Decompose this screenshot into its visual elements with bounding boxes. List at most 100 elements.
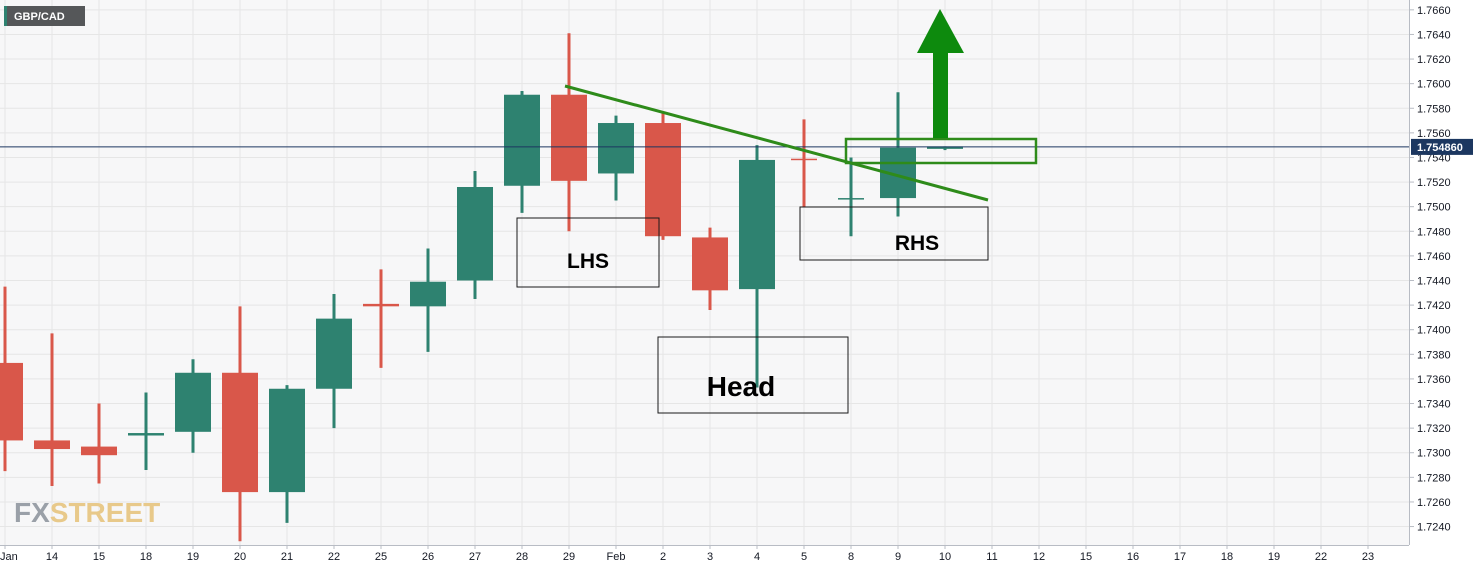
time-tick-label: Feb (607, 551, 626, 563)
price-tick-label: 1.7580 (1417, 103, 1451, 115)
watermark-street: STREET (50, 497, 160, 528)
candle-body (34, 440, 70, 450)
candle-body (269, 388, 305, 493)
candle-body (410, 281, 446, 307)
price-tick-label: 1.7500 (1417, 202, 1451, 214)
annotation-box-rhs (799, 206, 989, 261)
time-tick-label: 8 (848, 551, 854, 563)
candle-body (81, 446, 117, 456)
candle[interactable] (222, 306, 258, 542)
symbol-label-bg (4, 6, 85, 26)
price-tick-label: 1.7480 (1417, 226, 1451, 238)
time-tick-label: 5 (801, 551, 807, 563)
candle[interactable] (838, 157, 864, 237)
price-tick-label: 1.7660 (1417, 5, 1451, 17)
candle-body (645, 123, 681, 237)
candle[interactable] (791, 119, 817, 207)
breakout-arrow-shaft (933, 52, 948, 138)
candle-body (504, 94, 540, 186)
price-tick-label: 1.7440 (1417, 275, 1451, 287)
candle[interactable] (81, 403, 117, 484)
price-tick-label: 1.7420 (1417, 300, 1451, 312)
time-tick-label: 18 (1221, 551, 1233, 563)
candle[interactable] (128, 392, 164, 470)
watermark-fx: FX (14, 497, 50, 528)
annotation-rhs: RHS (799, 206, 989, 261)
annotation-label-head: Head (707, 371, 775, 402)
candle-body (692, 237, 728, 291)
candle-body (838, 198, 864, 200)
candle-body (0, 362, 23, 441)
time-tick-label: 19 (187, 551, 199, 563)
breakout-arrow-head (917, 9, 964, 53)
watermark-text: FXSTREET (14, 497, 160, 528)
neckline-trendline (564, 84, 989, 202)
price-tick-label: 1.7280 (1417, 472, 1451, 484)
time-tick-label: 12 (1033, 551, 1045, 563)
candle-body (316, 318, 352, 389)
time-tick-label: 23 (1362, 551, 1374, 563)
annotation-label-rhs: RHS (895, 232, 939, 255)
candle[interactable] (175, 359, 211, 453)
time-tick-label: 20 (234, 551, 246, 563)
candles (0, 33, 963, 542)
candle[interactable] (504, 91, 540, 213)
time-axis[interactable]: Jan 14 15 18 19 20 21 22 25 26 27 28 29 Feb 2 3 4 5 8 9 10 11… (0, 545, 1409, 569)
time-tick-label: 15 (1080, 551, 1092, 563)
candle[interactable] (34, 333, 70, 486)
time-tick-label: 29 (563, 551, 575, 563)
time-tick-label: 21 (281, 551, 293, 563)
candle[interactable] (316, 294, 352, 429)
candle[interactable] (551, 33, 587, 232)
time-tick-label: 28 (516, 551, 528, 563)
price-tick-label: 1.7260 (1417, 497, 1451, 509)
price-axis-bg (1409, 0, 1482, 569)
fxstreet-watermark: FXSTREET (14, 497, 160, 528)
candle-body (927, 146, 963, 149)
candle-body (128, 433, 164, 436)
price-axis[interactable]: 1.7240 1.7260 1.7280 1.7300 1.7320 1.7340 1.73… (1409, 0, 1482, 569)
annotation-box-lhs (516, 217, 660, 288)
current-price-tag-bg (1411, 138, 1473, 155)
time-tick-label: 25 (375, 551, 387, 563)
price-tick-label: 1.7240 (1417, 522, 1451, 534)
price-tick-label: 1.7360 (1417, 374, 1451, 386)
price-tick-label: 1.7540 (1417, 152, 1451, 164)
current-price-value: 1.754860 (1417, 142, 1463, 154)
candle[interactable] (692, 227, 728, 311)
candle-body (598, 123, 634, 174)
candle[interactable] (457, 171, 493, 299)
annotation-box-head (657, 336, 849, 414)
symbol-label: GBP/CAD (4, 6, 85, 26)
price-tick-label: 1.7520 (1417, 177, 1451, 189)
time-tick-label: 2 (660, 551, 666, 563)
time-tick-label: 19 (1268, 551, 1280, 563)
candle-body (222, 372, 258, 493)
price-tick-label: 1.7460 (1417, 251, 1451, 263)
candle[interactable] (645, 113, 681, 240)
candle[interactable] (269, 385, 305, 523)
time-tick-label: 3 (707, 551, 713, 563)
price-tick-label: 1.7640 (1417, 29, 1451, 41)
time-tick-label: 22 (328, 551, 340, 563)
candle[interactable] (0, 286, 23, 472)
annotation-label-lhs: LHS (567, 250, 609, 273)
time-tick-label: 9 (895, 551, 901, 563)
candle-body (791, 158, 817, 161)
time-tick-label: 10 (939, 551, 951, 563)
candle[interactable] (739, 145, 775, 388)
time-axis-bg (0, 545, 1409, 569)
candle-body (175, 372, 211, 432)
candle[interactable] (598, 115, 634, 201)
candle-body (457, 186, 493, 281)
breakout-zone-box (844, 137, 1038, 165)
price-tick-label: 1.7560 (1417, 128, 1451, 140)
symbol-label-accent (4, 6, 7, 26)
candle[interactable] (410, 248, 446, 352)
symbol-text: GBP/CAD (14, 11, 65, 23)
candle[interactable] (363, 269, 399, 368)
drawing-overlays (564, 9, 1038, 202)
annotation-head: Head (657, 336, 849, 414)
time-tick-label: 18 (140, 551, 152, 563)
